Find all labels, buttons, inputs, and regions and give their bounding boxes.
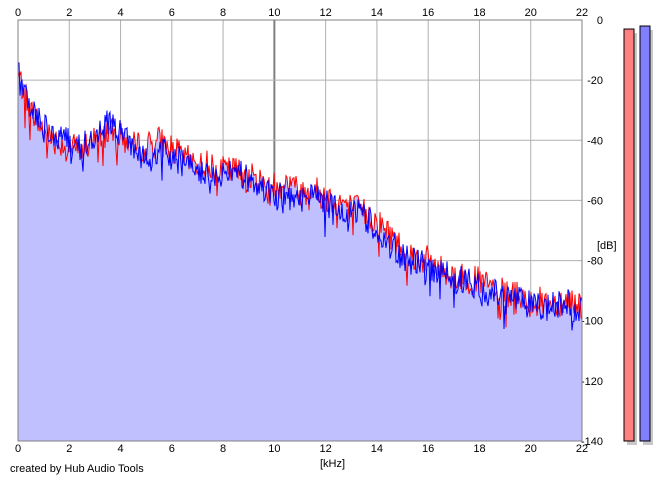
credit-text: created by Hub Audio Tools: [10, 463, 144, 475]
x-tick-label-bottom: 0: [15, 443, 21, 455]
x-tick-label-top: 18: [473, 7, 485, 19]
x-tick-label-bottom: 4: [117, 443, 123, 455]
x-tick-label-bottom: 18: [473, 443, 485, 455]
x-tick-label-top: 14: [371, 7, 383, 19]
y-tick-label: -120: [581, 376, 603, 388]
spectrum-fill-area: [18, 62, 582, 441]
x-tick-label-top: 0: [15, 7, 21, 19]
y-tick-label: -100: [581, 316, 603, 328]
spectrum-lines: [17, 62, 583, 331]
x-tick-label-bottom: 20: [525, 443, 537, 455]
y-tick-label: -140: [581, 436, 603, 448]
y-tick-labels: 0 -20 -40 -60 -80 -100 -120 -140: [581, 15, 603, 448]
x-tick-label-top: 2: [66, 7, 72, 19]
y-tick-label: -40: [587, 135, 603, 147]
y-tick-label: -80: [587, 256, 603, 268]
level-meter-right: [639, 25, 651, 442]
plot-frame: [17, 19, 583, 442]
x-tick-label-bottom: 8: [220, 443, 226, 455]
x-tick-label-top: 16: [422, 7, 434, 19]
x-tick-label-bottom: 2: [66, 443, 72, 455]
y-tick-label: 0: [597, 15, 603, 27]
x-tick-label-bottom: 22: [576, 443, 588, 455]
spectrum-series-blue: [17, 62, 583, 331]
spectrum-series-red: [17, 71, 583, 328]
level-meters: [623, 25, 653, 446]
x-tick-label-top: 6: [169, 7, 175, 19]
x-tick-label-bottom: 6: [169, 443, 175, 455]
x-tick-labels-bottom: 0 2 4 6 8 10 12 14 16 18 20 22: [15, 443, 588, 455]
x-tick-label-top: 8: [220, 7, 226, 19]
x-tick-label-bottom: 14: [371, 443, 383, 455]
x-tick-label-bottom: 12: [320, 443, 332, 455]
y-axis-label: [dB]: [597, 240, 617, 252]
x-tick-label-bottom: 16: [422, 443, 434, 455]
y-tick-label: -60: [587, 195, 603, 207]
y-tick-label: -20: [587, 75, 603, 87]
x-tick-label-top: 22: [576, 7, 588, 19]
x-tick-label-top: 20: [525, 7, 537, 19]
x-tick-label-top: 12: [320, 7, 332, 19]
x-tick-labels-top: 0 2 4 6 8 10 12 14 16 18 20 22: [15, 7, 588, 19]
x-axis-label: [kHz]: [320, 458, 346, 470]
x-tick-label-bottom: 10: [268, 443, 280, 455]
level-meter-left: [623, 28, 635, 442]
x-tick-label-top: 4: [117, 7, 123, 19]
x-tick-label-top: 10: [268, 7, 280, 19]
